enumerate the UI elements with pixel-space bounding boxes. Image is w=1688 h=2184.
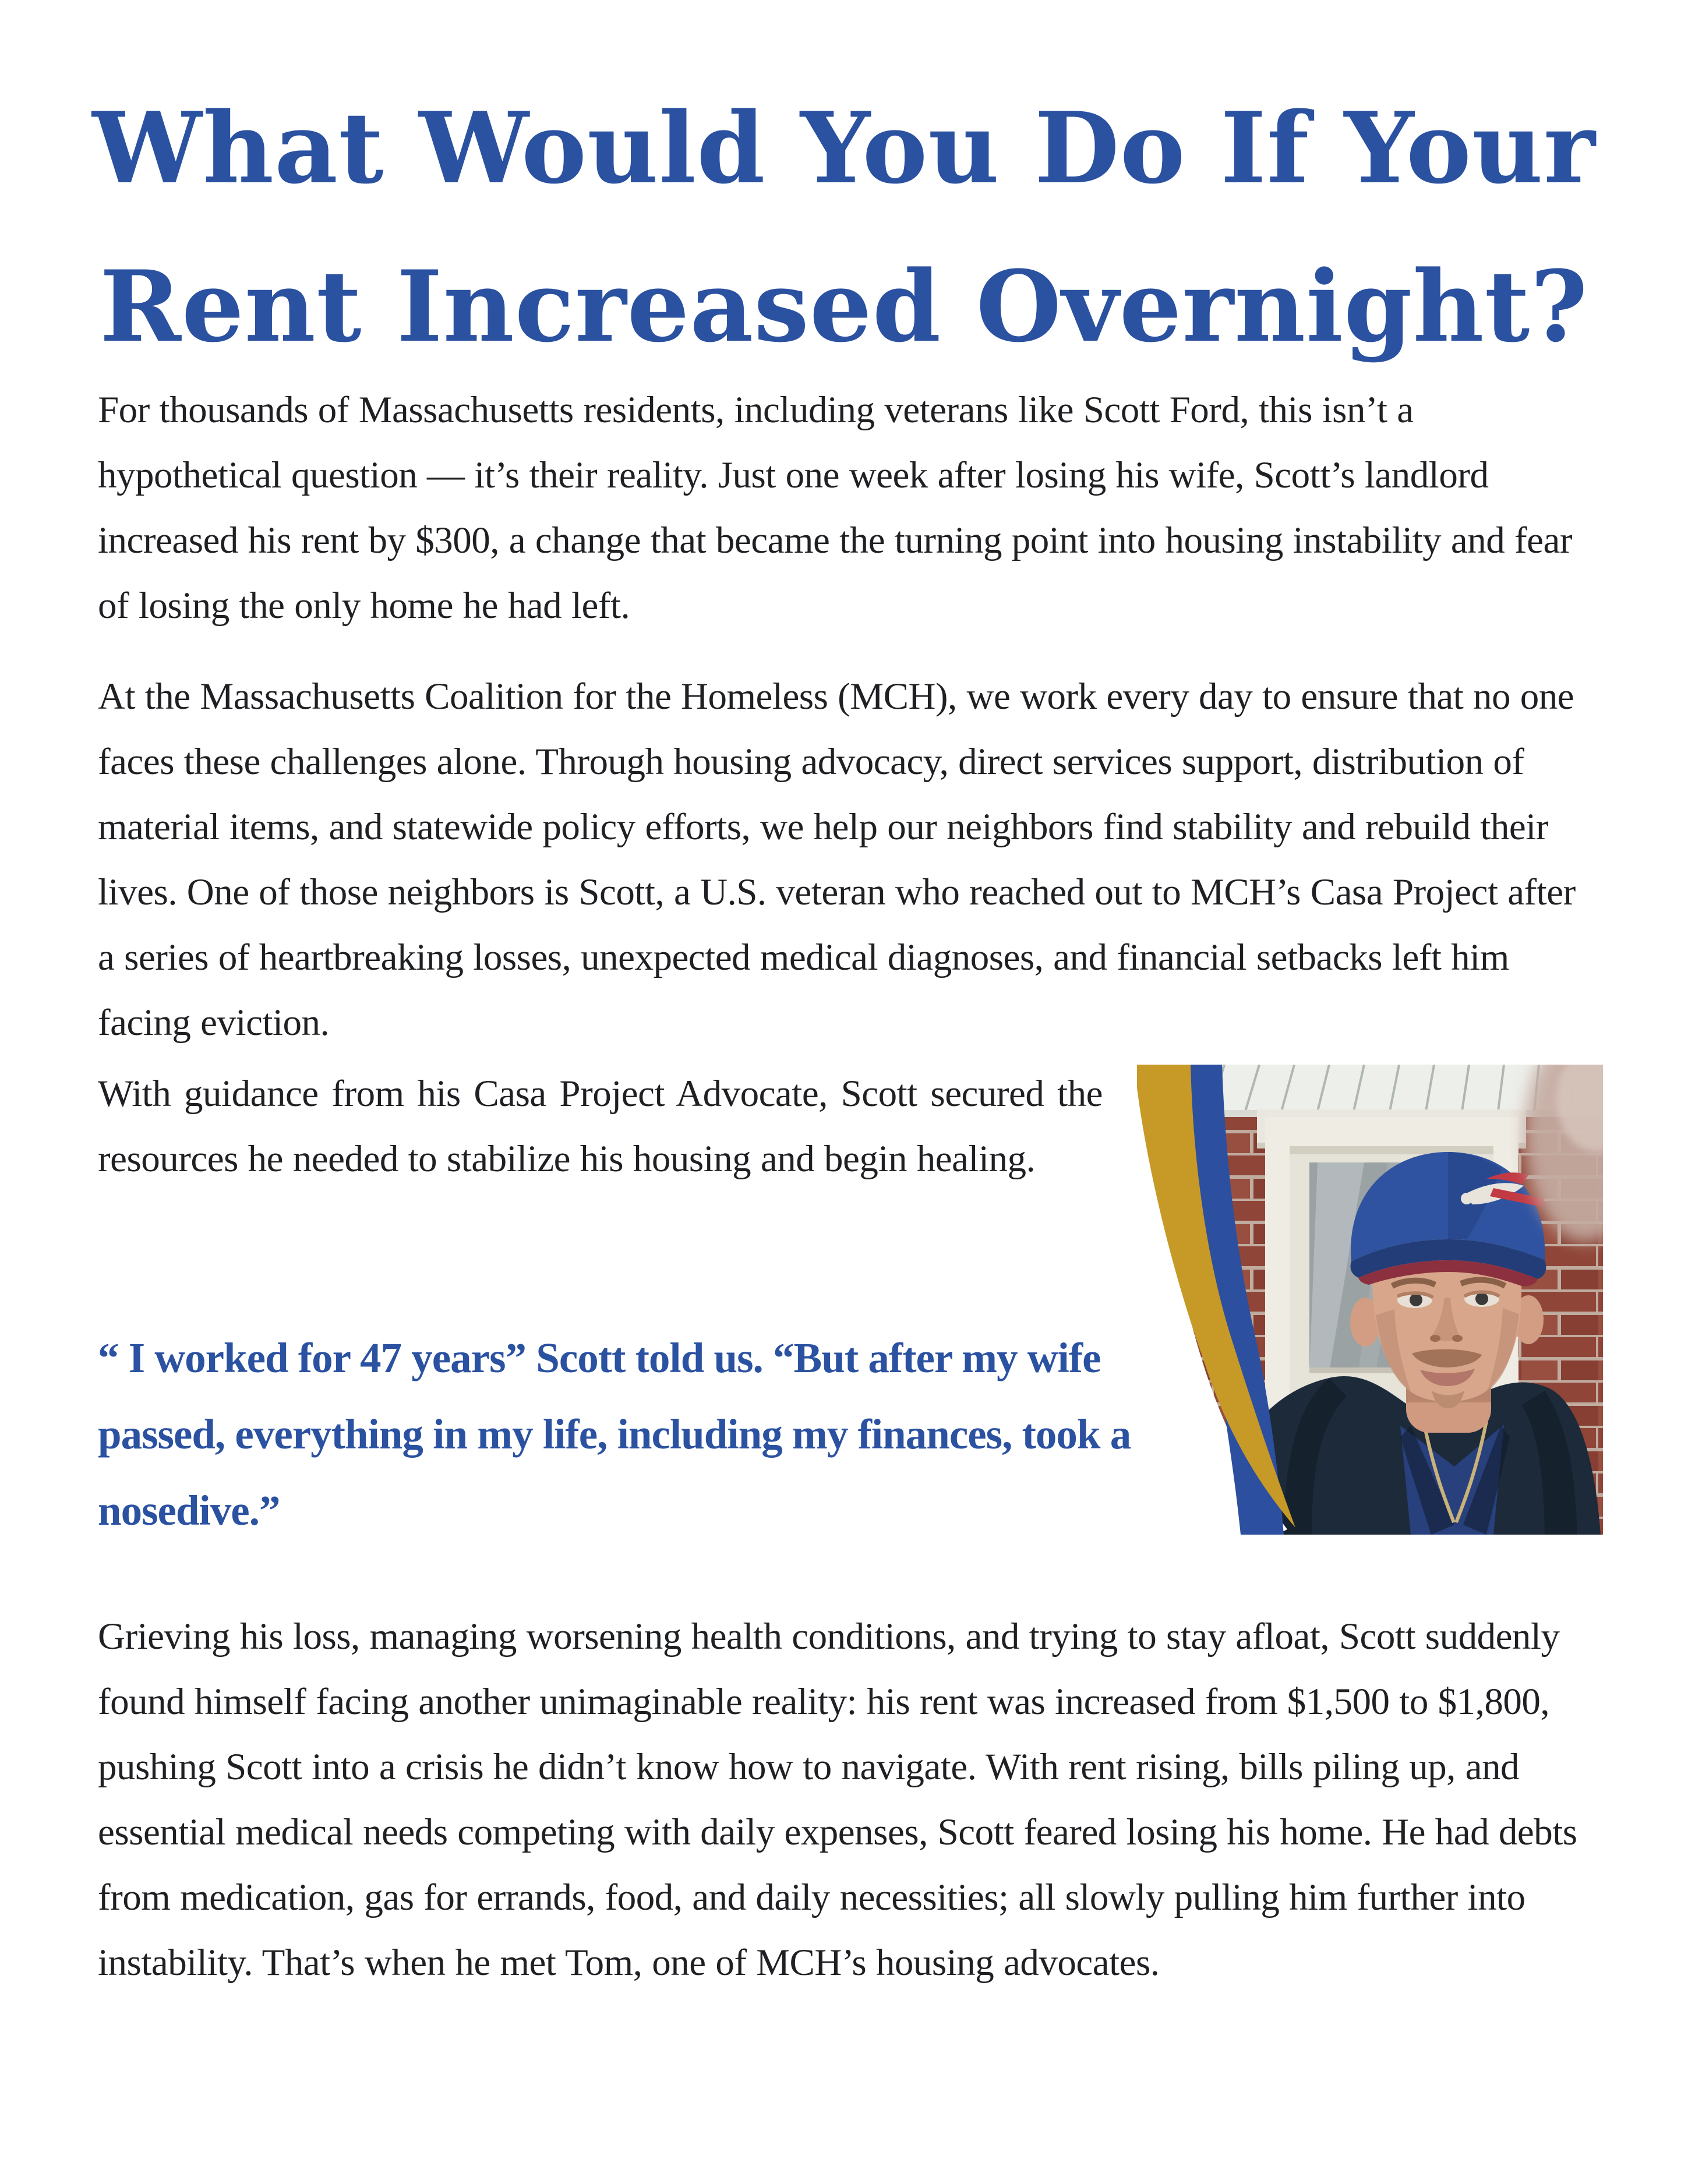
paragraph-casa-advocate: With guidance from his Casa Project Advo… (98, 1073, 1103, 1180)
mustache (1412, 1349, 1482, 1367)
wave-white-mask (1137, 1065, 1287, 1535)
scott-figure (1213, 1152, 1601, 1535)
nose (1432, 1298, 1460, 1341)
cap-brim-red-edge (1358, 1260, 1538, 1287)
pull-quote: “ I worked for 47 years” Scott told us. … (98, 1334, 1131, 1534)
paragraph-mch-mission: At the Massachusetts Coalition for the H… (98, 676, 1576, 1044)
chin-stubble (1432, 1391, 1464, 1408)
page-title-line2: Rent Increased Overnight? (100, 249, 1588, 364)
page-title: What Would You Do If Your Rent Increased… (0, 69, 1688, 386)
paragraph-grieving: Grieving his loss, managing worsening he… (98, 1616, 1577, 1984)
left-eyebrow (1390, 1277, 1437, 1289)
left-ear (1350, 1298, 1380, 1347)
gold-ribbon (1137, 1065, 1295, 1528)
patriots-logo (1461, 1172, 1545, 1207)
paragraph-intro: For thousands of Massachusetts residents… (98, 389, 1573, 627)
gold-chain (1422, 1420, 1456, 1524)
blue-ribbon (1182, 1065, 1284, 1535)
page-title-line1: What Would You Do If Your (92, 90, 1596, 206)
patriots-cap (1350, 1152, 1546, 1287)
mouth (1420, 1369, 1475, 1386)
cap-brim (1350, 1239, 1546, 1279)
scott-photo-illustration (1137, 1065, 1603, 1535)
scott-photo (1137, 1065, 1603, 1535)
right-eyebrow (1460, 1277, 1507, 1289)
photo-scene (1137, 1065, 1603, 1535)
